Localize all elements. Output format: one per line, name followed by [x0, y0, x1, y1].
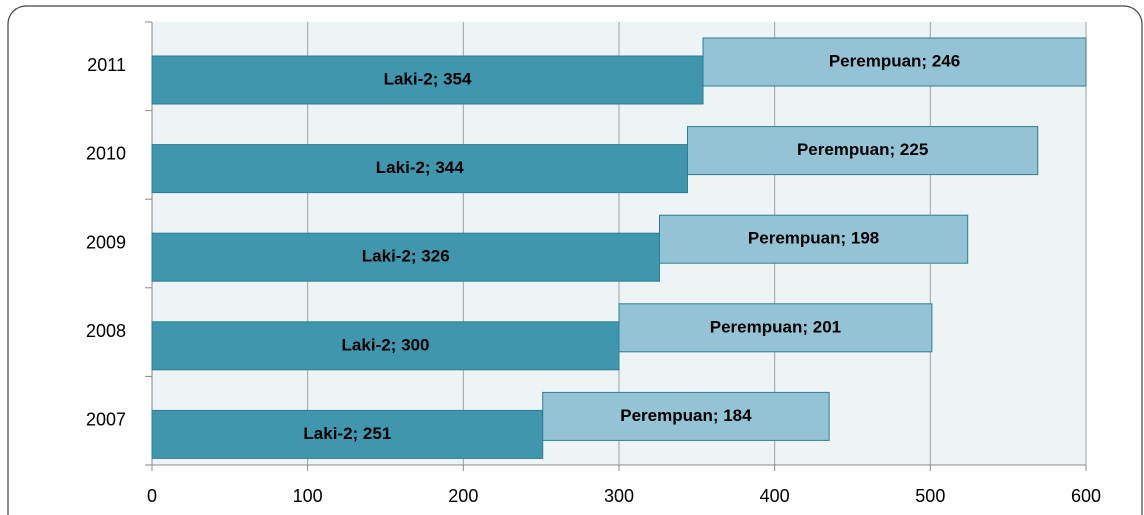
x-tick-label: 100	[293, 486, 323, 506]
data-label: Laki-2; 354	[384, 69, 472, 88]
data-label: Laki-2; 326	[362, 247, 450, 266]
bar	[151, 232, 660, 282]
bar	[151, 409, 544, 459]
y-tick-label: 2011	[87, 55, 126, 75]
y-tick-label: 2007	[86, 409, 126, 429]
data-label: Perempuan; 184	[620, 406, 752, 425]
x-tick-label: 500	[915, 486, 945, 506]
bar	[542, 391, 830, 441]
bar	[658, 214, 969, 264]
x-tick-label: 0	[147, 486, 157, 506]
x-tick-label: 300	[604, 486, 634, 506]
x-tick-label: 200	[448, 486, 478, 506]
y-tick-label: 2009	[86, 232, 126, 252]
data-label: Perempuan; 198	[748, 229, 879, 248]
data-label: Perempuan; 225	[797, 140, 928, 159]
x-tick-label: 600	[1071, 486, 1101, 506]
data-label: Perempuan; 201	[710, 317, 841, 336]
data-label: Laki-2; 300	[342, 335, 430, 354]
y-tick-label: 2008	[86, 321, 126, 341]
bar	[151, 55, 704, 105]
x-tick-label: 400	[760, 486, 790, 506]
data-label: Laki-2; 251	[303, 424, 391, 443]
bar	[686, 126, 1039, 176]
data-label: Laki-2; 344	[376, 158, 464, 177]
bar	[618, 303, 933, 353]
data-label: Perempuan; 246	[829, 51, 960, 70]
bar	[151, 321, 620, 371]
bar	[702, 37, 1087, 87]
bar	[151, 144, 688, 194]
y-tick-label: 2010	[86, 144, 126, 164]
